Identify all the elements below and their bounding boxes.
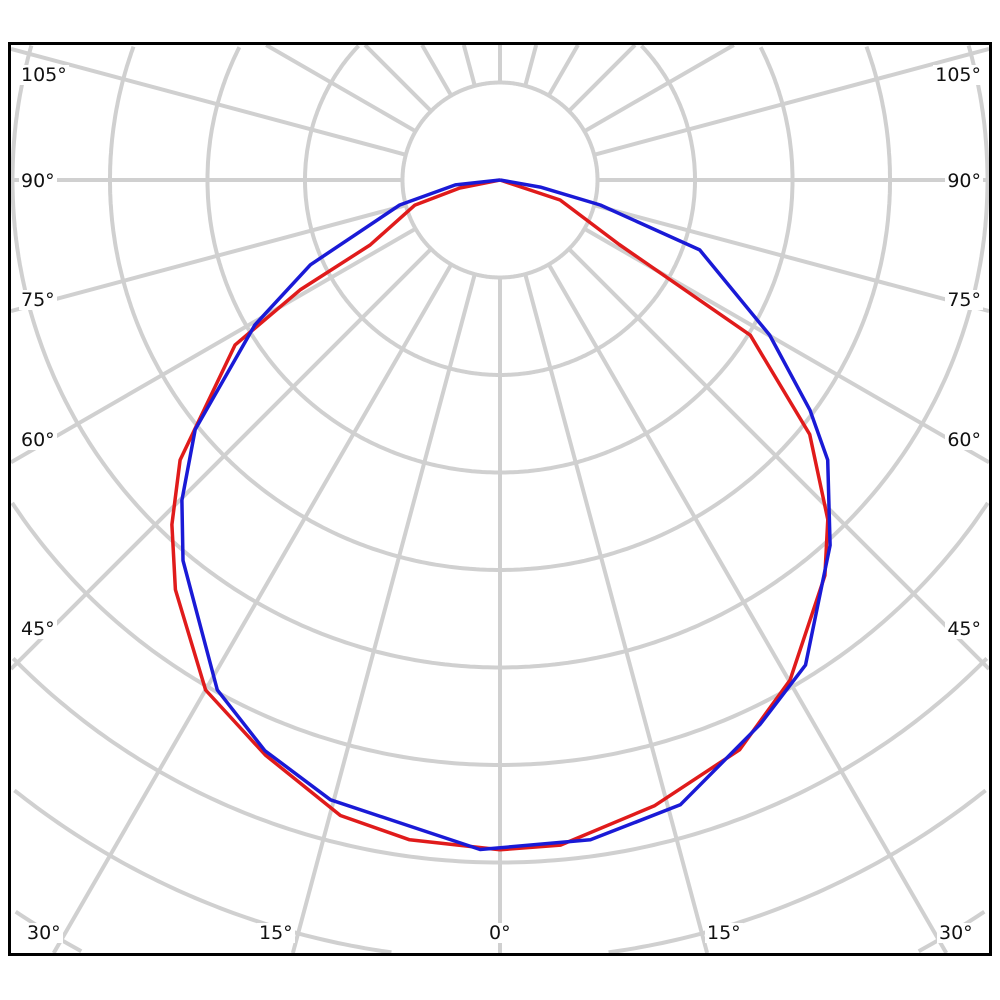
polar-diagram-frame: 105° 90° 75° 60° 45° 105° 90° 75° 60° 45… (8, 42, 992, 956)
grid-ring (13, 788, 392, 953)
angle-label-right-75: 75° (945, 289, 983, 311)
grid-spoke (593, 47, 989, 157)
grid-spoke (290, 273, 477, 953)
grid-spoke (11, 227, 417, 465)
angle-label-left-90: 90° (19, 170, 57, 192)
angle-label-bottom-30-left: 30° (25, 922, 63, 944)
polar-plot (11, 45, 989, 953)
angle-label-right-45: 45° (945, 618, 983, 640)
series-curve-1 (170, 178, 830, 852)
angle-label-right-105: 105° (933, 64, 983, 86)
grid-spoke (567, 45, 637, 113)
grid-spoke (523, 273, 710, 953)
grid-spoke (567, 247, 989, 671)
grid-spoke (547, 263, 949, 953)
angle-label-left-60: 60° (19, 429, 57, 451)
grid-spoke (363, 45, 433, 113)
series-curve-2 (180, 178, 832, 852)
grid-spoke (265, 45, 417, 133)
grid-ring (11, 501, 500, 767)
grid-ring (205, 46, 500, 475)
angle-label-right-90: 90° (945, 170, 983, 192)
grid-ring (500, 656, 989, 865)
angle-label-right-60: 60° (945, 429, 983, 451)
angle-label-left-75: 75° (19, 289, 57, 311)
grid-ring (500, 45, 892, 572)
grid-ring (500, 46, 795, 475)
grid-ring (108, 45, 500, 572)
grid-spoke (583, 45, 735, 133)
grid-spoke (420, 45, 453, 97)
angle-label-bottom-30-right: 30° (937, 922, 975, 944)
grid-ring (11, 45, 500, 670)
angle-label-bottom-15-left: 15° (257, 922, 295, 944)
grid-ring (303, 45, 500, 377)
grid-spoke (523, 45, 539, 87)
grid-spoke (547, 45, 580, 97)
angle-label-bottom-15-right: 15° (705, 922, 743, 944)
grid-ring (500, 45, 989, 670)
grid-spoke (11, 203, 407, 313)
grid-ring (608, 788, 987, 953)
angle-label-bottom-0: 0° (487, 922, 513, 944)
grid-spoke (461, 45, 477, 87)
grid-ring (11, 656, 500, 865)
grid-spoke (51, 263, 453, 953)
angle-label-left-105: 105° (19, 64, 69, 86)
grid-spoke (593, 203, 989, 313)
angle-label-left-45: 45° (19, 618, 57, 640)
grid-ring (500, 501, 989, 767)
grid-spoke (11, 47, 407, 157)
grid-ring (500, 45, 697, 377)
grid-spoke (11, 247, 433, 671)
